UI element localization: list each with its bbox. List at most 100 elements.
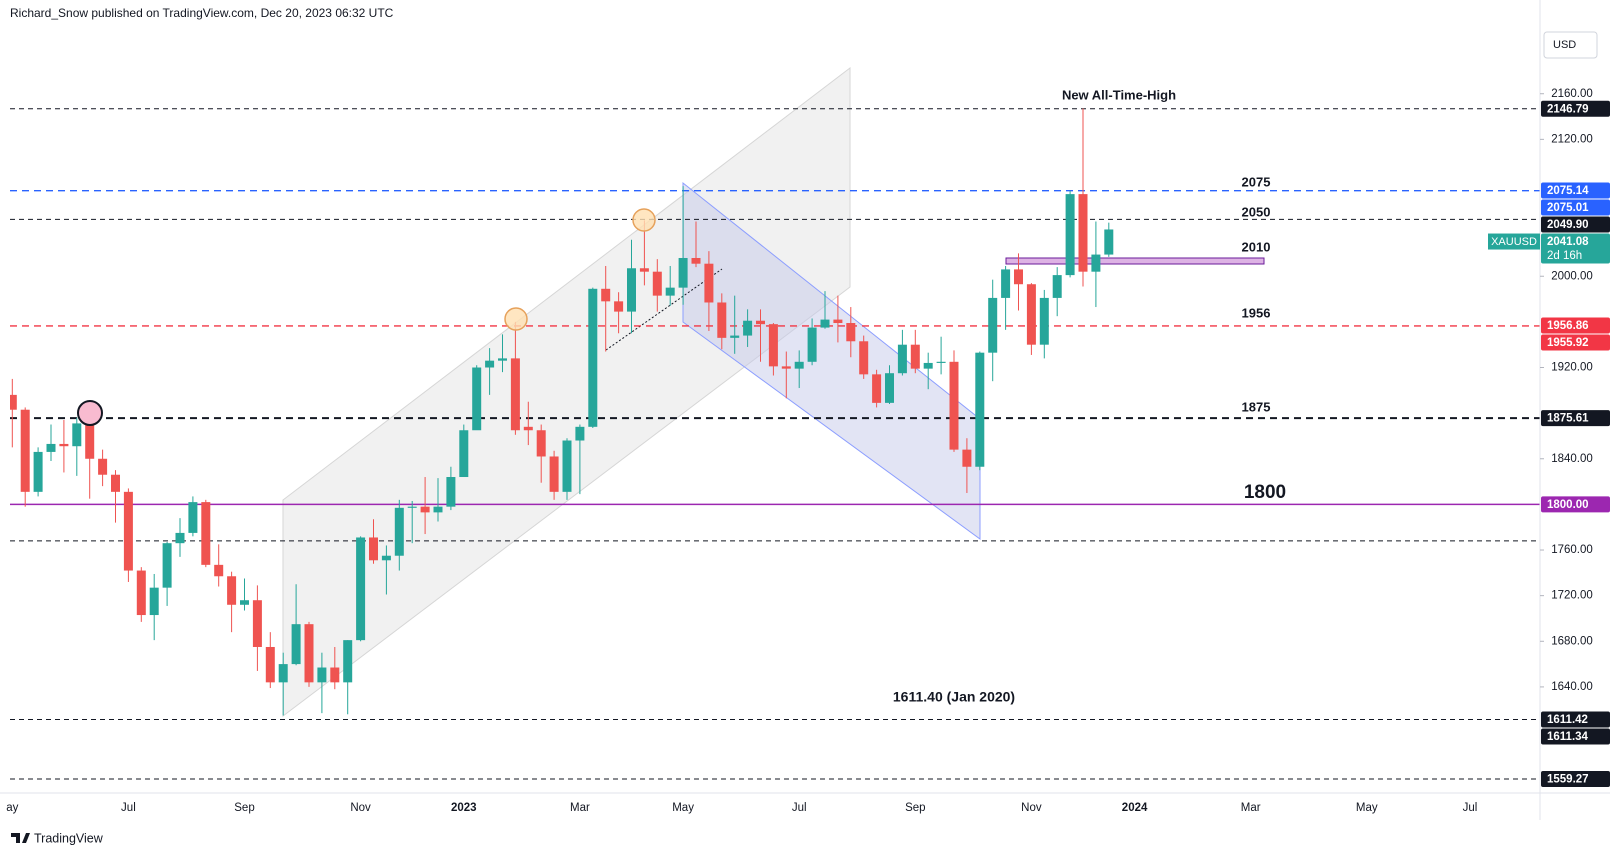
candle-body bbox=[33, 451, 43, 492]
annotation: 1875 bbox=[1242, 399, 1271, 414]
footer: TradingView bbox=[34, 831, 104, 845]
candle-body bbox=[72, 423, 82, 447]
x-tick-label: 2024 bbox=[1122, 802, 1148, 814]
candle-body bbox=[162, 543, 172, 588]
currency-box[interactable] bbox=[1543, 31, 1598, 59]
y-tick-label: 1640.00 bbox=[1551, 681, 1593, 693]
candle-body bbox=[407, 506, 417, 508]
candle-body bbox=[1078, 194, 1088, 272]
annotation: 2075 bbox=[1242, 174, 1271, 189]
candle-body bbox=[46, 443, 56, 452]
candle-body bbox=[704, 263, 714, 303]
price-tag-label: 2049.90 bbox=[1547, 219, 1589, 231]
candle-body bbox=[240, 600, 249, 605]
candle-body bbox=[20, 409, 30, 492]
price-tag-label: 2041.08 bbox=[1547, 236, 1589, 248]
candle-body bbox=[356, 537, 366, 641]
candle-body bbox=[562, 440, 572, 492]
candle-body bbox=[446, 477, 456, 507]
candle-body bbox=[291, 624, 301, 665]
candle-body bbox=[730, 335, 740, 338]
price-tag bbox=[1541, 216, 1610, 233]
candle-body bbox=[897, 344, 907, 374]
trendline bbox=[605, 268, 723, 351]
candle-body bbox=[910, 344, 920, 369]
x-tick-label: Jul bbox=[1463, 802, 1478, 814]
annotation: 2050 bbox=[1242, 204, 1271, 219]
candle-body bbox=[420, 506, 430, 513]
price-tag bbox=[1541, 182, 1610, 199]
x-tick-label: Jul bbox=[121, 802, 136, 814]
candle-body bbox=[665, 287, 675, 296]
price-tag-label: 2146.79 bbox=[1547, 103, 1589, 115]
candle-body bbox=[923, 362, 933, 369]
price-tag bbox=[1541, 100, 1610, 117]
x-tick-label: Sep bbox=[234, 802, 254, 814]
candle-body bbox=[252, 600, 262, 647]
x-tick-label: Jul bbox=[792, 802, 807, 814]
price-tag-label: 2075.01 bbox=[1547, 202, 1589, 214]
candle-body bbox=[949, 361, 959, 450]
symbol-tag-label: XAUUSD bbox=[1491, 236, 1537, 248]
candle-body bbox=[549, 456, 559, 492]
price-tag bbox=[1541, 496, 1610, 513]
y-tick-label: 2000.00 bbox=[1551, 270, 1593, 282]
candle-body bbox=[962, 449, 972, 467]
candle-body bbox=[588, 288, 598, 427]
marker-circle bbox=[77, 400, 103, 426]
price-tag bbox=[1541, 771, 1610, 788]
candle-body bbox=[936, 361, 946, 363]
candle-body bbox=[381, 555, 391, 561]
price-tag-label: 1611.42 bbox=[1547, 714, 1588, 726]
candle-body bbox=[485, 360, 495, 368]
candle-body bbox=[330, 667, 340, 683]
price-tag-label: 1800.00 bbox=[1547, 499, 1589, 511]
candle-body bbox=[885, 373, 894, 403]
candle-body bbox=[201, 502, 211, 565]
annotation: 1611.40 (Jan 2020) bbox=[893, 689, 1015, 705]
price-tag bbox=[1541, 199, 1610, 216]
candle-body bbox=[691, 257, 701, 264]
price-tag bbox=[1541, 317, 1610, 334]
candle-body bbox=[872, 374, 882, 403]
y-tick-label: 2120.00 bbox=[1551, 133, 1593, 145]
candle-body bbox=[317, 667, 327, 683]
price-tag-countdown: 2d 16h bbox=[1547, 250, 1582, 262]
candle-body bbox=[639, 268, 649, 272]
candle-body bbox=[575, 426, 585, 441]
candle-body bbox=[265, 646, 275, 683]
y-tick-label: 1920.00 bbox=[1551, 362, 1593, 374]
candle-body bbox=[820, 319, 830, 328]
price-tag-label: 1956.86 bbox=[1547, 320, 1589, 332]
candle-body bbox=[304, 624, 314, 683]
candle-body bbox=[149, 587, 159, 616]
candle-body bbox=[717, 302, 727, 338]
candle-body bbox=[111, 474, 120, 492]
price-tag bbox=[1541, 334, 1610, 351]
candle-body bbox=[510, 358, 520, 431]
candle-body bbox=[833, 319, 843, 324]
candle-body bbox=[652, 271, 662, 296]
y-tick-label: 1840.00 bbox=[1551, 453, 1593, 465]
candle-body bbox=[536, 430, 546, 457]
drawings bbox=[282, 66, 1265, 718]
plot bbox=[10, 108, 1540, 780]
x-tick-label: Sep bbox=[905, 802, 925, 814]
price-tag-label: 1611.34 bbox=[1547, 731, 1589, 743]
price-tag bbox=[1541, 233, 1610, 264]
candle-body bbox=[1039, 297, 1049, 345]
candle-body bbox=[175, 532, 185, 544]
candle-body bbox=[627, 268, 636, 312]
y-tick-label: 2160.00 bbox=[1551, 88, 1593, 100]
candle-body bbox=[1026, 284, 1036, 345]
candle-body bbox=[1065, 194, 1075, 276]
header: Richard_Snow published on TradingView.co… bbox=[10, 6, 394, 20]
annotation: 2010 bbox=[1242, 239, 1271, 254]
logo-icon bbox=[11, 833, 30, 843]
candle-body bbox=[756, 320, 765, 325]
candle-body bbox=[846, 323, 856, 342]
candle-body bbox=[136, 570, 146, 616]
candle-body bbox=[523, 426, 533, 431]
candle-body bbox=[369, 537, 378, 561]
